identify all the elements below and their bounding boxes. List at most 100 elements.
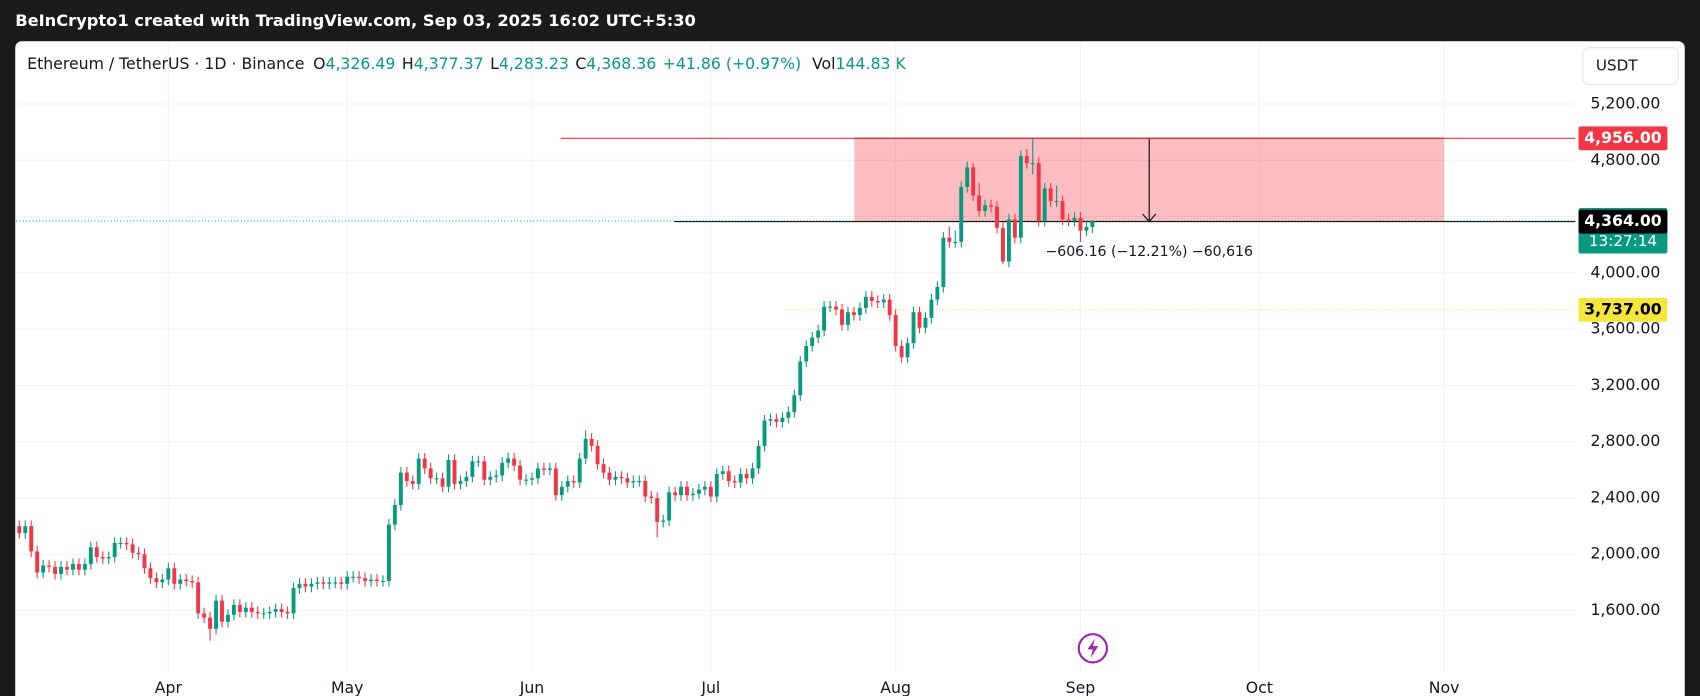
candle-body — [649, 496, 654, 498]
currency-label[interactable]: USDT — [1596, 57, 1638, 75]
candle-body — [369, 579, 373, 581]
candle-body — [309, 583, 314, 587]
candle-body — [29, 526, 34, 552]
chart-panel — [15, 41, 1685, 696]
y-tick-label: 1,600.00 — [1590, 600, 1660, 619]
candle-body — [935, 286, 940, 300]
candle-body — [345, 576, 350, 584]
candle-body — [679, 486, 683, 496]
candle-body — [1001, 227, 1005, 262]
candle-body — [17, 526, 22, 534]
candle-body — [893, 315, 898, 347]
candle-body — [1012, 219, 1017, 238]
candle-body — [983, 205, 988, 211]
candle-body — [190, 580, 195, 583]
candle-body — [959, 187, 964, 242]
candle-body — [661, 520, 666, 522]
measure: −606.16 (−12.21%) −60,616 — [854, 137, 1445, 260]
candle-body — [714, 474, 719, 497]
candle-body — [166, 568, 171, 580]
candle-body — [732, 481, 737, 483]
top-bar-text: BeInCrypto1 created with TradingView.com… — [15, 11, 696, 30]
candle-body — [172, 568, 177, 584]
candle-body — [220, 600, 224, 622]
grid — [16, 43, 1576, 673]
volume-key: Vol — [812, 53, 835, 72]
candle-body — [428, 468, 433, 479]
price-label-box — [1578, 297, 1668, 322]
candle-body — [1084, 226, 1089, 231]
candle-body — [231, 604, 236, 615]
candle-body — [452, 459, 457, 484]
currency-button[interactable] — [1582, 47, 1679, 86]
candle-body — [482, 461, 487, 480]
candle-body — [273, 609, 278, 612]
candle-body — [929, 299, 934, 318]
candle-body — [1036, 163, 1041, 221]
candle-body — [148, 568, 153, 579]
x-tick-label: May — [331, 678, 363, 696]
candle-body — [571, 481, 576, 483]
price-label: 4,364.00 — [1584, 211, 1662, 230]
candle-body — [279, 609, 284, 612]
y-tick-label: 2,000.00 — [1590, 544, 1660, 563]
candle-body — [196, 582, 201, 614]
candle-body — [398, 472, 403, 505]
axes: 1,600.00 2,000.00 2,400.00 2,800.00 3,200.00… — [155, 94, 1668, 696]
x-tick-label: Nov — [1429, 678, 1460, 696]
candle-body — [846, 312, 850, 325]
candle-body — [971, 167, 976, 196]
candle-body — [363, 578, 368, 581]
candle-body — [589, 438, 594, 446]
candle-body — [834, 306, 838, 310]
candle-body — [464, 476, 469, 482]
candle-body — [828, 306, 833, 308]
candle-body — [887, 299, 892, 316]
candle-body — [816, 330, 821, 338]
change: +41.86 (+0.97%) — [663, 53, 801, 72]
candle-body — [965, 167, 970, 188]
ohlc-value: 4,368.36 — [586, 53, 656, 72]
candle-body — [631, 481, 636, 483]
candle-body — [899, 346, 904, 358]
candle-body — [1006, 219, 1011, 262]
candle-body — [559, 486, 564, 496]
candle-body — [470, 461, 475, 477]
candle-body — [691, 493, 695, 496]
candle-body — [1048, 188, 1053, 202]
ohlc-key: L — [490, 53, 499, 72]
candle-body — [100, 557, 105, 559]
candle-body — [1066, 219, 1071, 221]
candle-body — [613, 476, 618, 480]
candle-body — [339, 582, 344, 584]
candle-body — [518, 465, 523, 480]
candle-body — [202, 613, 207, 618]
candle-body — [208, 617, 213, 629]
candle-body — [798, 361, 803, 396]
candle-body — [768, 419, 773, 421]
candle-body — [267, 611, 272, 614]
candle-body — [851, 312, 856, 316]
x-tick-label: Jun — [519, 678, 545, 696]
ohlc-key: O — [313, 53, 325, 72]
candle-body — [392, 504, 397, 525]
candle-body — [41, 565, 46, 573]
candle-body — [1018, 156, 1023, 238]
candle-body — [154, 578, 159, 583]
candle-body — [82, 564, 87, 570]
ohlc-key: C — [575, 53, 586, 72]
ohlc-value: 4,377.37 — [414, 53, 484, 72]
candle-body — [226, 614, 230, 622]
candle-body — [243, 607, 248, 612]
candle-body — [1072, 217, 1077, 221]
y-tick-label: 2,800.00 — [1590, 431, 1660, 450]
candle-body — [434, 478, 439, 480]
candle-body — [750, 468, 755, 479]
x-tick-label: Aug — [880, 678, 911, 696]
candle-body — [59, 566, 63, 574]
candle-body — [333, 582, 338, 584]
candle-body — [416, 458, 421, 484]
candle-body — [685, 486, 689, 496]
